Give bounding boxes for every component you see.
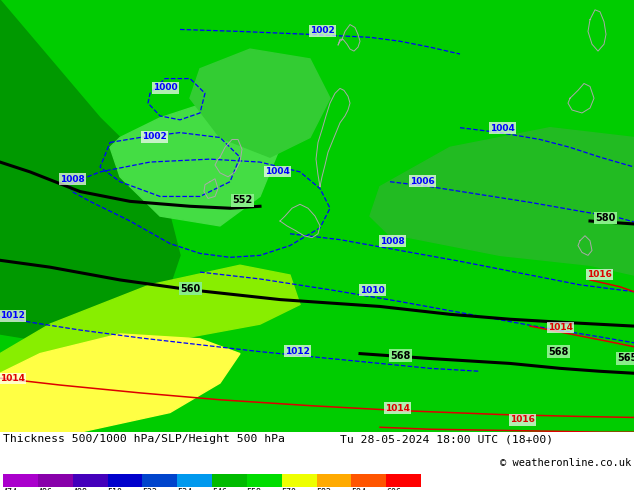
Text: 1012: 1012: [0, 311, 25, 320]
Bar: [143, 474, 177, 487]
Bar: [177, 474, 212, 487]
Text: 606: 606: [386, 488, 401, 490]
Text: 510: 510: [108, 488, 122, 490]
Text: Thickness 500/1000 hPa/SLP/Height 500 hPa: Thickness 500/1000 hPa/SLP/Height 500 hP…: [3, 434, 285, 444]
Text: © weatheronline.co.uk: © weatheronline.co.uk: [500, 458, 631, 468]
Text: 1014: 1014: [0, 374, 25, 383]
Text: 486: 486: [38, 488, 53, 490]
Text: 1014: 1014: [385, 404, 410, 413]
Text: 474: 474: [3, 488, 18, 490]
Text: 522: 522: [143, 488, 157, 490]
Bar: [3, 474, 38, 487]
Text: 1012: 1012: [285, 346, 310, 356]
Text: 1008: 1008: [60, 175, 85, 184]
Bar: [281, 474, 316, 487]
Text: 594: 594: [351, 488, 366, 490]
Polygon shape: [0, 265, 300, 373]
Bar: [73, 474, 108, 487]
Text: 570: 570: [281, 488, 297, 490]
Polygon shape: [0, 0, 180, 354]
Text: 546: 546: [212, 488, 227, 490]
Text: Tu 28-05-2024 18:00 UTC (18+00): Tu 28-05-2024 18:00 UTC (18+00): [340, 434, 553, 444]
Text: 1014: 1014: [548, 323, 573, 332]
Polygon shape: [370, 128, 634, 275]
Bar: [386, 474, 421, 487]
Polygon shape: [190, 49, 330, 157]
Polygon shape: [0, 334, 240, 432]
Text: 568: 568: [548, 346, 568, 357]
Text: 498: 498: [73, 488, 87, 490]
Text: 560: 560: [180, 284, 200, 294]
Text: 1006: 1006: [410, 177, 435, 186]
Bar: [212, 474, 247, 487]
Text: 534: 534: [177, 488, 192, 490]
Bar: [38, 474, 73, 487]
Text: 1000: 1000: [153, 83, 178, 92]
Text: 1010: 1010: [360, 286, 385, 294]
Text: 558: 558: [247, 488, 262, 490]
Bar: [351, 474, 386, 487]
Text: 568: 568: [390, 350, 410, 361]
Bar: [108, 474, 143, 487]
Text: 1004: 1004: [265, 167, 290, 176]
Text: 552: 552: [232, 196, 252, 205]
Text: 580: 580: [595, 213, 616, 223]
Bar: [316, 474, 351, 487]
Text: 1008: 1008: [380, 237, 404, 245]
Text: 1016: 1016: [510, 416, 535, 424]
Text: 1016: 1016: [587, 270, 612, 279]
Bar: [247, 474, 281, 487]
Text: 1004: 1004: [490, 123, 515, 133]
Polygon shape: [110, 98, 280, 226]
Text: 1002: 1002: [142, 132, 167, 142]
Text: 1002: 1002: [310, 26, 335, 35]
Text: 582: 582: [316, 488, 332, 490]
Text: 565: 565: [617, 353, 634, 364]
